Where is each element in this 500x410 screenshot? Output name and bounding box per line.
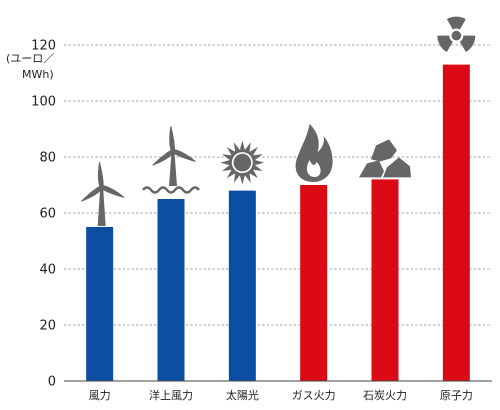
gridlines xyxy=(64,44,492,326)
x-axis-categories: 風力 洋上風力 太陽光 ガス火力 石炭火力 原子力 xyxy=(89,388,473,402)
y-tick-label: 20 xyxy=(39,319,56,334)
bar-6 xyxy=(442,64,470,381)
y-tick-label: 80 xyxy=(39,151,56,166)
y-axis-label-line-1: (ユーロ／ xyxy=(6,52,54,65)
bars xyxy=(86,64,470,381)
bar-2 xyxy=(157,199,185,381)
x-tick-label: 石炭火力 xyxy=(363,389,407,402)
y-axis-label-line-2: MWh) xyxy=(22,68,54,81)
offshore-wind-turbine-icon xyxy=(142,126,200,194)
sun-icon xyxy=(220,140,265,185)
radiation-icon xyxy=(437,16,476,53)
y-tick-label: 60 xyxy=(39,207,56,222)
y-axis-label: (ユーロ／ MWh) xyxy=(6,52,54,81)
category-icons xyxy=(80,16,476,226)
y-tick-label: 40 xyxy=(39,263,56,278)
bar-3 xyxy=(228,190,256,381)
y-tick-label: 100 xyxy=(31,95,56,110)
x-tick-label: 太陽光 xyxy=(226,388,259,402)
x-tick-label: 風力 xyxy=(89,389,111,402)
y-tick-label: 120 xyxy=(31,39,56,54)
x-tick-label: 原子力 xyxy=(440,389,473,402)
bar-1 xyxy=(86,227,114,381)
coal-icon xyxy=(359,139,411,178)
x-tick-label: ガス火力 xyxy=(292,389,336,402)
y-tick-label: 0 xyxy=(48,375,56,390)
bar-5 xyxy=(371,179,399,381)
x-tick-label: 洋上風力 xyxy=(149,388,193,402)
bar-4 xyxy=(300,185,328,381)
wind-turbine-icon xyxy=(80,162,125,226)
flame-icon xyxy=(295,124,333,182)
y-axis-ticks: 0 20 40 60 80 100 120 xyxy=(31,39,56,390)
